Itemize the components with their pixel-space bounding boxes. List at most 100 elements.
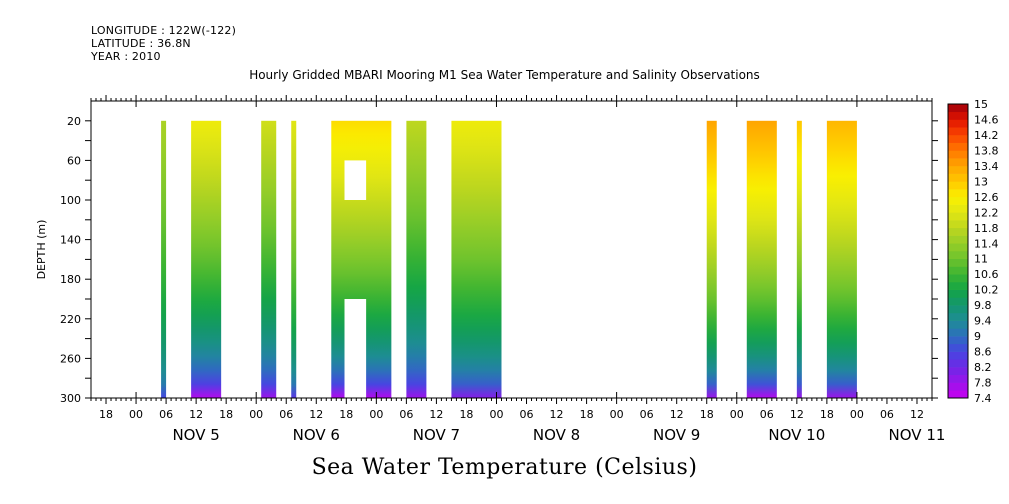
- x-tick-label: 00: [369, 408, 383, 421]
- colorbar-label: 9.4: [974, 315, 992, 328]
- colorbar-label: 10.2: [974, 284, 999, 297]
- data-segment: [291, 120, 297, 399]
- x-tick-label: 12: [189, 408, 203, 421]
- colorbar-swatch: [948, 111, 968, 120]
- x-tick-label: 06: [399, 408, 413, 421]
- x-tick-label: 06: [279, 408, 293, 421]
- x-tick-label: 00: [489, 408, 503, 421]
- colorbar-label: 11: [974, 253, 988, 266]
- x-day-label: NOV 6: [293, 426, 340, 444]
- data-segment: [746, 120, 777, 399]
- x-tick-label: 12: [429, 408, 443, 421]
- colorbar-swatch: [948, 312, 968, 321]
- longitude-label: LONGITUDE : 122W(-122): [91, 24, 237, 37]
- colorbar-frame: [947, 103, 969, 399]
- colorbar-swatch: [948, 320, 968, 329]
- heatmap-layer: [161, 120, 857, 399]
- latitude-label: LATITUDE : 36.8N: [91, 37, 191, 50]
- colorbar-swatch: [948, 305, 968, 314]
- colorbar-swatch: [948, 119, 968, 128]
- data-segment: [706, 120, 717, 399]
- colorbar-swatch: [948, 258, 968, 267]
- colorbar-swatch: [948, 297, 968, 306]
- data-segment: [796, 120, 802, 399]
- colorbar-label: 13.4: [974, 160, 999, 173]
- y-tick-label: 260: [60, 352, 81, 365]
- colorbar-swatch: [948, 374, 968, 383]
- colorbar-swatch: [948, 173, 968, 182]
- colorbar-label: 11.4: [974, 237, 999, 250]
- colorbar-label: 13: [974, 175, 988, 188]
- colorbar-swatch: [948, 189, 968, 198]
- y-tick-label: 60: [67, 154, 81, 167]
- colorbar-label: 11.8: [974, 222, 999, 235]
- colorbar-swatch: [948, 328, 968, 337]
- y-tick-label: 300: [60, 392, 81, 405]
- colorbar-swatch: [948, 181, 968, 190]
- x-tick-label: 00: [610, 408, 624, 421]
- colorbar-swatch: [948, 127, 968, 136]
- x-tick-label: 12: [790, 408, 804, 421]
- data-segment: [406, 120, 427, 399]
- colorbar-swatch: [948, 289, 968, 298]
- x-tick-label: 12: [309, 408, 323, 421]
- colorbar-swatch: [948, 367, 968, 376]
- y-tick-label: 180: [60, 273, 81, 286]
- x-day-label: NOV 9: [653, 426, 700, 444]
- chart-title: Hourly Gridded MBARI Mooring M1 Sea Wate…: [249, 68, 760, 82]
- data-segment: [161, 120, 167, 399]
- x-tick-label: 06: [760, 408, 774, 421]
- colorbar-label: 9.8: [974, 299, 992, 312]
- data-segment: [191, 120, 222, 399]
- x-tick-label: 18: [820, 408, 834, 421]
- x-axis: 18 00 06 12 18 00 06 12 18 00 06 12 18 00 06 12 18 00 06 12…: [90, 95, 945, 444]
- colorbar-swatch: [948, 281, 968, 290]
- year-label: YEAR : 2010: [91, 50, 161, 63]
- x-tick-label: 00: [730, 408, 744, 421]
- colorbar-label: 10.6: [974, 268, 999, 281]
- x-day-label: NOV 7: [413, 426, 460, 444]
- colorbar-label: 7.4: [974, 392, 992, 405]
- x-tick-label: 18: [339, 408, 353, 421]
- colorbar-swatch: [948, 351, 968, 360]
- x-tick-label: 18: [459, 408, 473, 421]
- colorbar-swatch: [948, 196, 968, 205]
- x-tick-label: 00: [129, 408, 143, 421]
- colorbar-swatch: [948, 104, 968, 113]
- x-tick-label: 12: [670, 408, 684, 421]
- x-tick-label: 18: [700, 408, 714, 421]
- colorbar-label: 8.2: [974, 361, 992, 374]
- colorbar-label: 13.8: [974, 144, 999, 157]
- colorbar-label: 14.2: [974, 129, 999, 142]
- colorbar-swatch: [948, 382, 968, 391]
- y-axis-label: DEPTH (m): [35, 220, 48, 280]
- x-tick-label: 06: [159, 408, 173, 421]
- colorbar-label: 8.6: [974, 346, 992, 359]
- colorbar-swatch: [948, 150, 968, 159]
- data-segment: [451, 120, 502, 399]
- colorbar-swatch: [948, 251, 968, 260]
- colorbar-swatch: [948, 204, 968, 213]
- colorbar-swatch: [948, 359, 968, 368]
- colorbar-swatch: [948, 243, 968, 252]
- x-tick-label: 06: [640, 408, 654, 421]
- y-tick-label: 100: [60, 194, 81, 207]
- x-tick-label: 18: [99, 408, 113, 421]
- chart-caption: Sea Water Temperature (Celsius): [311, 455, 698, 480]
- missing-data-gap: [344, 160, 367, 200]
- y-tick-label: 20: [67, 115, 81, 128]
- colorbar-swatch: [948, 336, 968, 345]
- colorbar-label: 12.2: [974, 206, 999, 219]
- data-segment: [261, 120, 277, 399]
- x-day-label: NOV 8: [533, 426, 580, 444]
- colorbar-swatch: [948, 158, 968, 167]
- colorbar-label: 7.8: [974, 377, 992, 390]
- colorbar-label: 15: [974, 98, 988, 111]
- colorbar-swatch: [948, 134, 968, 143]
- x-tick-label: 06: [520, 408, 534, 421]
- colorbar-swatch: [948, 212, 968, 221]
- colorbar-swatch: [948, 343, 968, 352]
- colorbar-label: 14.6: [974, 113, 999, 126]
- colorbar-swatch: [948, 142, 968, 151]
